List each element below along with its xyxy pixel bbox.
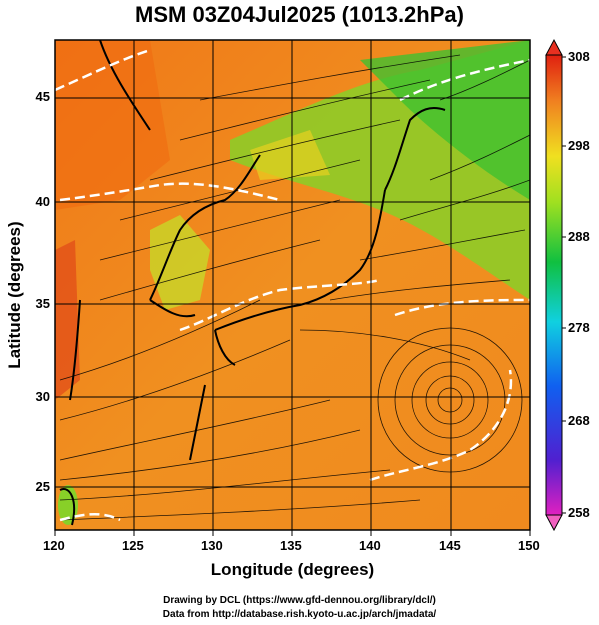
y-tick-45: 45 [35,89,50,104]
x-tick-145: 145 [439,538,461,553]
x-tick-150: 150 [518,538,540,553]
colorbar-tick-288: 288 [568,229,590,244]
x-tick-120: 120 [43,538,65,553]
y-tick-25: 25 [35,479,50,494]
wind-streamlines [59,54,530,521]
colorbar-tick-268: 268 [568,413,590,428]
x-axis-label: Longitude (degrees) [210,560,375,579]
colorbar-tick-308: 308 [568,49,590,64]
colorbar-tick-298: 298 [568,138,590,153]
x-tick-140: 140 [359,538,381,553]
chart-title: MSM 03Z04Jul2025 (1013.2hPa) [135,2,464,27]
y-tick-30: 30 [35,389,50,404]
x-tick-125: 125 [122,538,144,553]
y-tick-35: 35 [35,296,50,311]
y-axis-label: Latitude (degrees) [5,221,24,369]
x-tick-130: 130 [201,538,223,553]
colorbar-tick-278: 278 [568,320,590,335]
credit-drawing: Drawing by DCL (https://www.gfd-dennou.o… [163,595,436,606]
y-tick-40: 40 [35,194,50,209]
credit-data: Data from http://database.rish.kyoto-u.a… [162,609,437,620]
graticule [55,40,530,530]
colorbar [545,38,566,532]
colorbar-tick-258: 258 [568,505,590,520]
x-tick-135: 135 [280,538,302,553]
